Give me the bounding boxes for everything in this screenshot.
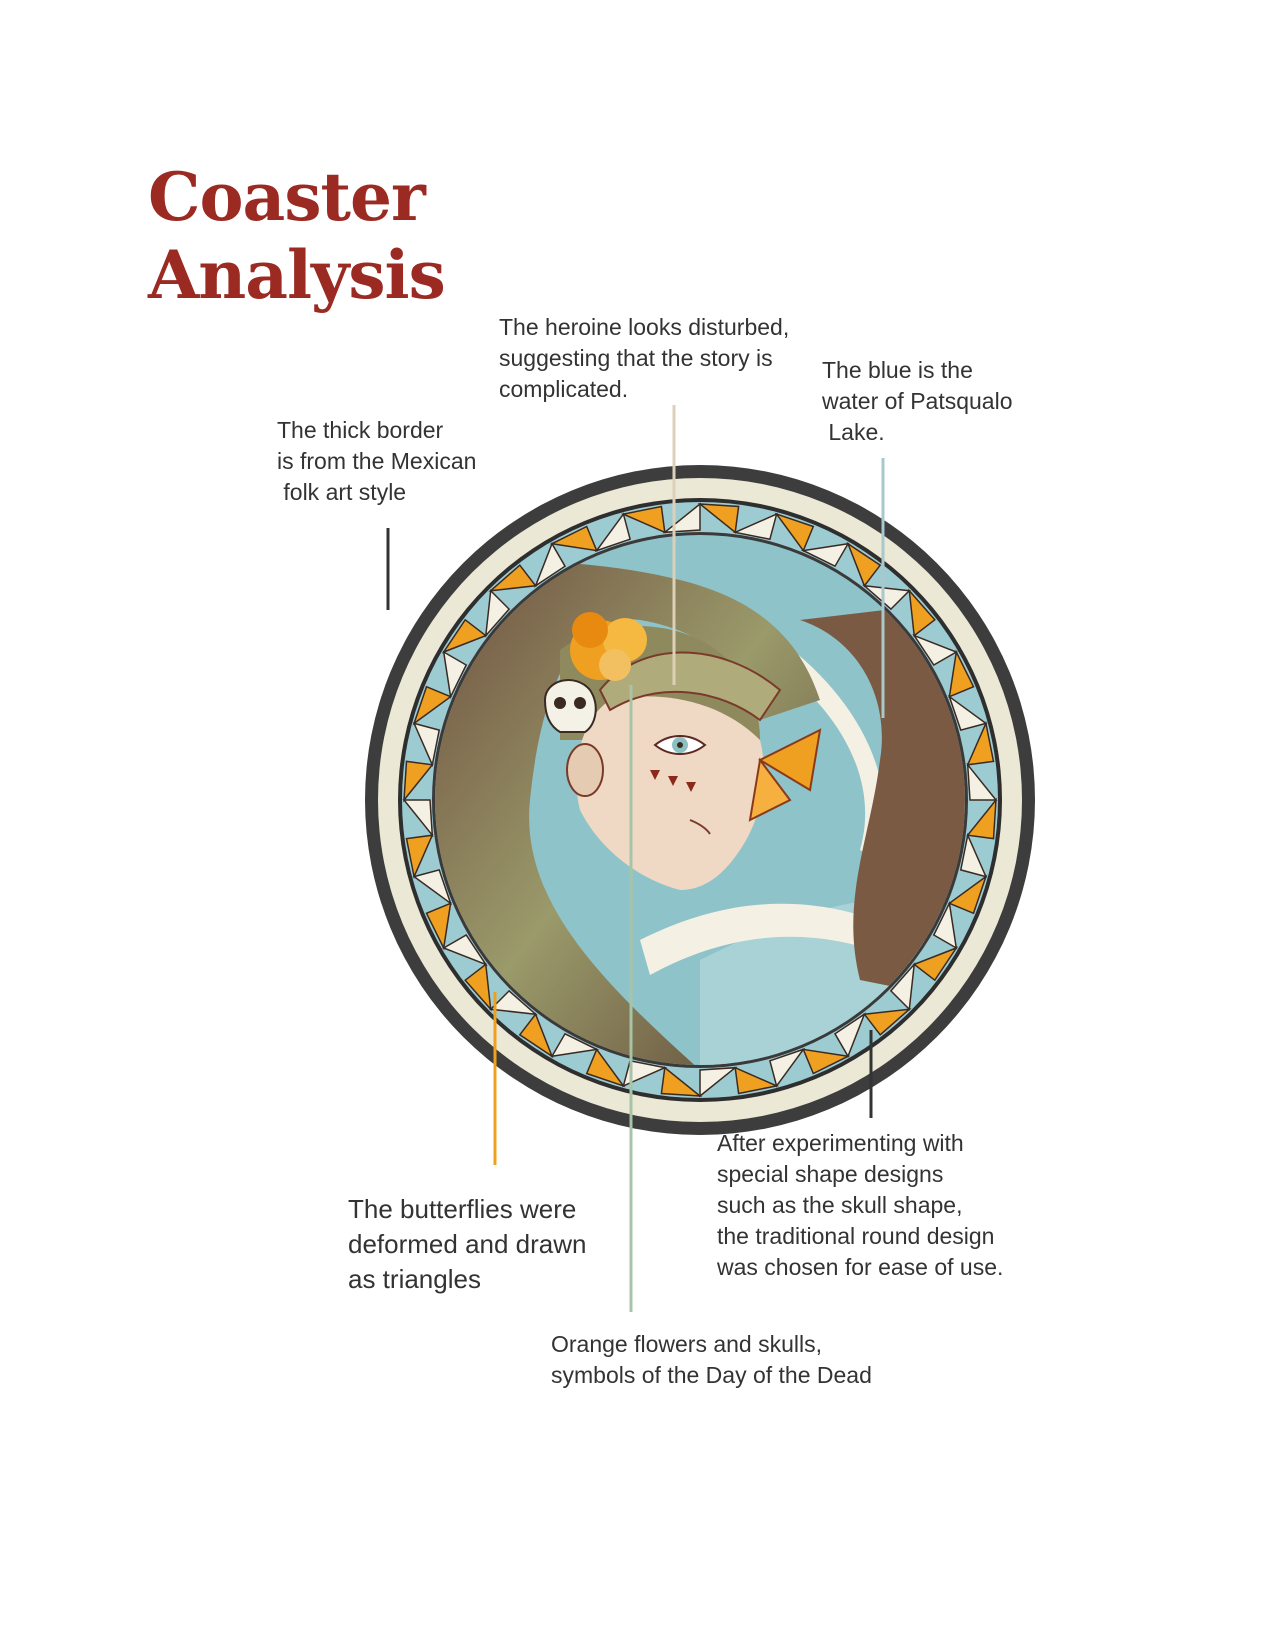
title-line-1: Coaster: [148, 158, 426, 236]
butterfly-wing-triangle: [948, 649, 975, 698]
cream-triangle: [402, 799, 434, 838]
cream-triangle: [489, 989, 538, 1016]
butterfly-wing-triangle: [488, 564, 538, 592]
eye-pupil: [677, 742, 683, 748]
butterfly: [748, 728, 822, 822]
butterfly-wing-triangle: [464, 962, 492, 1012]
cream-triangle: [534, 541, 567, 588]
cream-triangle: [484, 589, 511, 638]
butterfly-wing-triangle: [585, 1047, 626, 1088]
ear: [566, 743, 604, 797]
cream-triangle: [959, 832, 988, 878]
cream-triangle: [594, 512, 632, 553]
cream-triangle: [947, 694, 988, 732]
butterfly-wing-triangle: [403, 760, 434, 803]
butterfly-wing-triangle: [908, 588, 936, 638]
cream-triangle: [889, 962, 916, 1011]
butterfly-wing-triangle: [697, 503, 740, 534]
annotation-flowers-skulls: Orange flowers and skulls, symbols of th…: [551, 1331, 872, 1388]
annotation-thick-border: The thick border is from the Mexican fol…: [277, 417, 477, 505]
face: [576, 696, 764, 890]
butterfly-wing-triangle: [912, 946, 959, 982]
hair: [598, 651, 782, 722]
butterfly-wing-triangle: [862, 1008, 912, 1036]
butterfly-wing-triangle: [802, 1048, 851, 1075]
cream-triangle: [932, 900, 958, 950]
page-title: Coaster Analysis: [148, 158, 446, 314]
cream-triangle: [862, 584, 911, 611]
cream-triangle: [768, 1047, 806, 1088]
cream-triangle: [550, 1032, 600, 1058]
annotation-blue-lake: The blue is the water of Patsqualo Lake.: [822, 357, 1013, 445]
lips: [689, 819, 711, 835]
butterfly-wing-triangle: [734, 1066, 780, 1095]
butterfly-wing-triangle: [405, 834, 434, 880]
butterfly-wing-triangle: [947, 874, 988, 915]
cream-triangle: [622, 1059, 668, 1088]
butterfly-wing-triangle: [441, 618, 488, 654]
face-triangle-mark: [686, 782, 696, 792]
cream-triangle: [412, 868, 453, 906]
face-triangle-mark: [668, 776, 678, 786]
annotation-butterflies: The butterflies were deformed and drawn …: [348, 1194, 587, 1294]
cream-triangle: [412, 722, 441, 768]
cream-triangle: [699, 1066, 738, 1098]
butterfly-wing-triangle: [966, 720, 995, 766]
butterfly-border-band: [402, 502, 998, 1098]
cream-triangle: [800, 542, 850, 568]
butterfly-wing-triangle: [549, 525, 598, 552]
cream-triangle: [966, 762, 998, 801]
hood-right: [800, 600, 965, 1000]
cream-triangle: [662, 502, 701, 534]
butterfly-wing-triangle: [660, 1066, 703, 1097]
skull-ornament: [543, 679, 597, 733]
annotation-heroine: The heroine looks disturbed, suggesting …: [499, 314, 790, 402]
title-line-2: Analysis: [148, 236, 446, 314]
heroine-illustration: [435, 535, 965, 1065]
butterfly-wing-triangle: [620, 505, 666, 534]
cream-triangle: [441, 933, 488, 966]
cream-triangle: [732, 512, 778, 541]
butterfly-wing-triangle: [846, 541, 882, 588]
butterfly-wing-triangle: [412, 685, 453, 726]
annotation-round-shape: After experimenting with special shape d…: [717, 1130, 1004, 1280]
butterfly-wing-triangle: [966, 797, 997, 840]
face-triangle-mark: [650, 770, 660, 780]
butterfly-wing-triangle: [425, 902, 452, 951]
cream-triangle: [912, 634, 959, 667]
butterfly-wing-triangle: [518, 1012, 554, 1059]
cream-triangle: [833, 1012, 866, 1059]
hood: [435, 560, 820, 1065]
orange-flower: [570, 612, 647, 681]
cream-triangle: [442, 650, 468, 700]
butterfly-wing-triangle: [774, 512, 815, 553]
